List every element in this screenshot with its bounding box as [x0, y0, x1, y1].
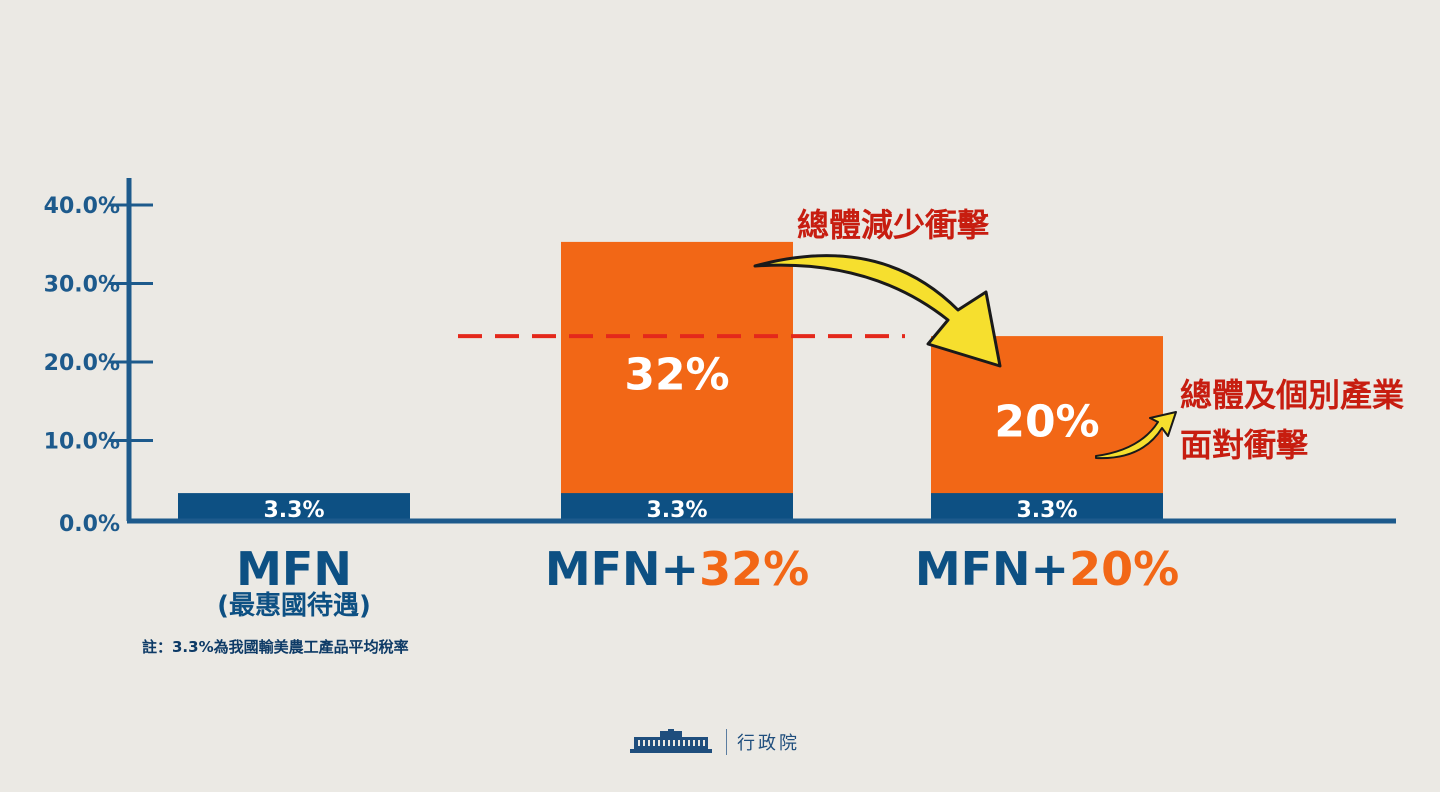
y-tick-label: 10.0% — [44, 430, 120, 455]
bar-increment — [561, 241, 793, 495]
annotation-overall-industry: 總體及個別產業 — [1180, 376, 1404, 414]
small-arrow-icon — [1095, 411, 1177, 460]
category-main: MFN — [236, 542, 352, 596]
bar-increment-label: 20% — [994, 397, 1099, 448]
y-tick-label: 0.0% — [59, 512, 120, 537]
category-extra: 20% — [1069, 542, 1179, 596]
bar-base — [178, 493, 410, 521]
category-sub-label: (最惠國待遇) — [217, 591, 371, 621]
bar-increment — [931, 336, 1163, 495]
y-tick-label: 30.0% — [44, 273, 120, 298]
annotation-reduce-impact: 總體減少衝擊 — [797, 206, 990, 244]
category-label: MFN+20% — [915, 542, 1179, 596]
bar-increment-label: 32% — [624, 349, 729, 400]
category-extra: 32% — [699, 542, 809, 596]
bar-base — [561, 493, 793, 521]
footer-org-name: 行政院 — [737, 733, 800, 754]
bar-base — [931, 493, 1163, 521]
y-tick-label: 40.0% — [44, 194, 120, 219]
category-label: MFN+32% — [545, 542, 809, 596]
footnote: 註：3.3%為我國輸美農工產品平均稅率 — [142, 638, 409, 656]
curved-arrow-icon — [753, 254, 1002, 368]
category-main: MFN+ — [915, 542, 1069, 596]
footer: 行政院 — [630, 726, 800, 758]
y-tick-label: 20.0% — [44, 351, 120, 376]
executive-yuan-building-icon — [630, 729, 712, 753]
category-label: MFN — [236, 542, 352, 596]
footer-divider — [726, 729, 727, 755]
category-main: MFN+ — [545, 542, 699, 596]
annotation-overall-industry: 面對衝擊 — [1180, 426, 1309, 464]
